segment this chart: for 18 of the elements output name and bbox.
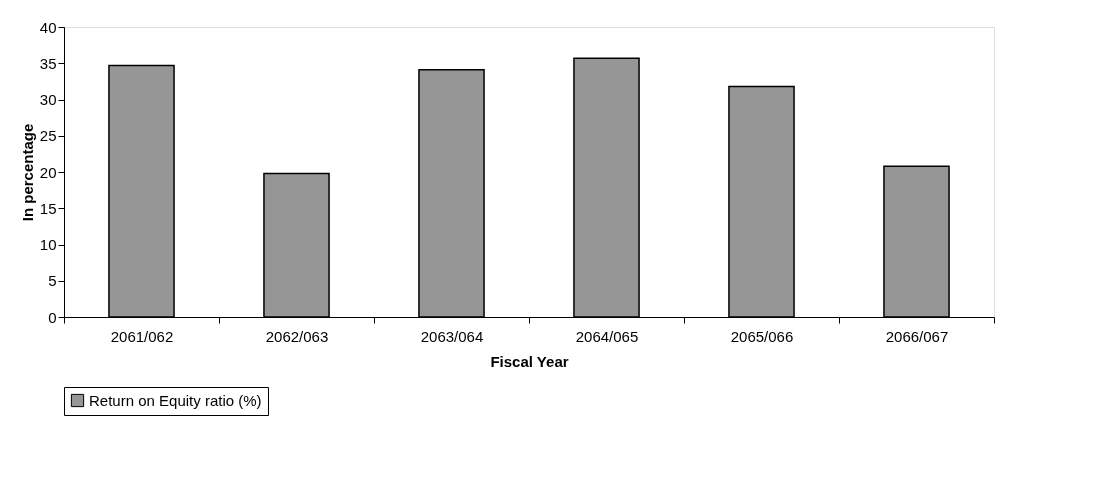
x-tick-label: 2066/067 [885,327,949,345]
y-tick-label: 0 [48,308,57,326]
y-axis-title: In percentage [18,123,36,222]
y-tick-label: 15 [39,199,57,217]
x-tick-label: 2061/062 [110,327,174,345]
x-tick-label: 2064/065 [575,327,639,345]
x-tick-label: 2062/063 [265,327,329,345]
x-tick-label: 2063/064 [420,327,484,345]
x-axis-title: Fiscal Year [490,352,569,370]
y-tick-label: 20 [39,163,57,181]
y-tick-label: 5 [48,272,57,290]
y-tick-label: 30 [39,91,57,108]
y-tick-label: 25 [39,127,57,145]
y-tick-label: 35 [39,54,57,72]
y-tick-label: 10 [39,236,57,253]
x-tick-label: 2065/066 [730,327,794,345]
y-tick-label: 40 [39,18,57,36]
legend-label: Return on Equity ratio (%) [89,391,262,409]
